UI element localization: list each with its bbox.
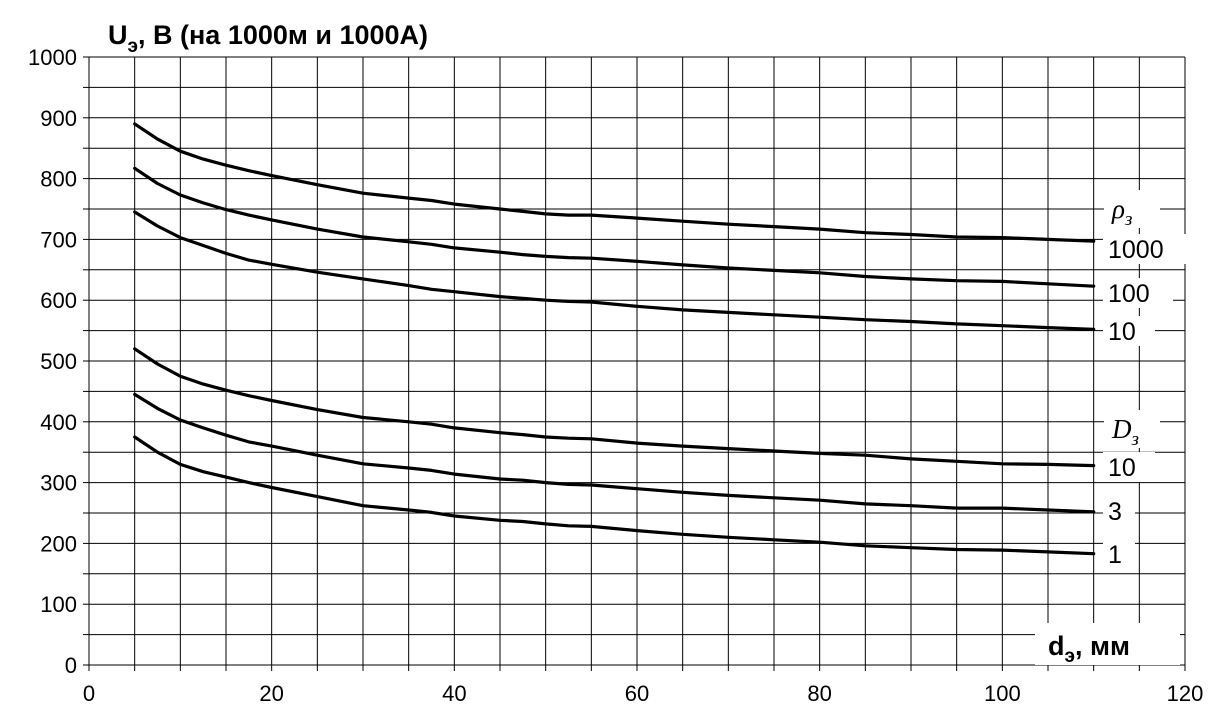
- y-tick-label: 600: [40, 288, 77, 313]
- y-tick-label: 300: [40, 471, 77, 496]
- series-line: [133, 392, 1096, 514]
- series-label-bg: [1103, 278, 1173, 308]
- y-tick-label: 800: [40, 167, 77, 192]
- group-label-bg: [1104, 190, 1160, 228]
- series-labels: 1000 100 10 10 3 1: [1103, 234, 1189, 569]
- x-tick-label: 40: [442, 681, 466, 706]
- x-axis-title-subscript: э: [1065, 646, 1076, 667]
- series-line: [133, 347, 1096, 468]
- y-tick-label: 1000: [28, 45, 77, 70]
- series-label: 10: [1108, 318, 1136, 346]
- y-tick-label: 200: [40, 531, 77, 556]
- group-label: Dз: [1111, 414, 1139, 450]
- grid: [83, 56, 1186, 671]
- series-label-bg: [1103, 496, 1135, 526]
- series-label: 1: [1108, 541, 1122, 569]
- x-axis-title: dэ, мм: [1048, 631, 1130, 667]
- y-axis-title-subscript: э: [128, 36, 139, 57]
- series-label-bg: [1103, 234, 1189, 264]
- y-axis-title: Uэ, В (на 1000м и 1000А): [108, 20, 428, 57]
- y-tick-label: 0: [65, 653, 77, 678]
- series-label-bg: [1103, 316, 1155, 346]
- x-tick-label: 60: [625, 681, 649, 706]
- series-line: [133, 122, 1096, 243]
- y-tick-label: 700: [40, 227, 77, 252]
- y-tick-label: 900: [40, 106, 77, 131]
- group-labels: ρз Dз: [1104, 190, 1160, 450]
- series-label: 100: [1108, 280, 1150, 308]
- x-tick-label: 20: [259, 681, 283, 706]
- x-tick-label: 0: [83, 681, 95, 706]
- tick-labels: 0 20 40 60 80 100 120 0 100 200 300 400 500 600 700 800…: [28, 45, 1203, 706]
- curves: [133, 122, 1096, 556]
- series-line: [133, 166, 1096, 288]
- group-label: ρз: [1111, 194, 1132, 230]
- series-label-bg: [1103, 452, 1155, 482]
- group-label-bg: [1104, 410, 1160, 448]
- series-line: [133, 210, 1096, 331]
- series-label: 1000: [1108, 236, 1164, 264]
- x-tick-label: 80: [807, 681, 831, 706]
- x-tick-label: 100: [984, 681, 1021, 706]
- y-tick-label: 400: [40, 410, 77, 435]
- y-tick-label: 500: [40, 349, 77, 374]
- series-label: 10: [1108, 454, 1136, 482]
- series-line: [133, 435, 1096, 556]
- series-label-bg: [1103, 539, 1135, 569]
- x-tick-label: 120: [1167, 681, 1204, 706]
- series-label: 3: [1108, 498, 1122, 526]
- y-tick-label: 100: [40, 592, 77, 617]
- x-axis-title-bg: [1035, 623, 1180, 665]
